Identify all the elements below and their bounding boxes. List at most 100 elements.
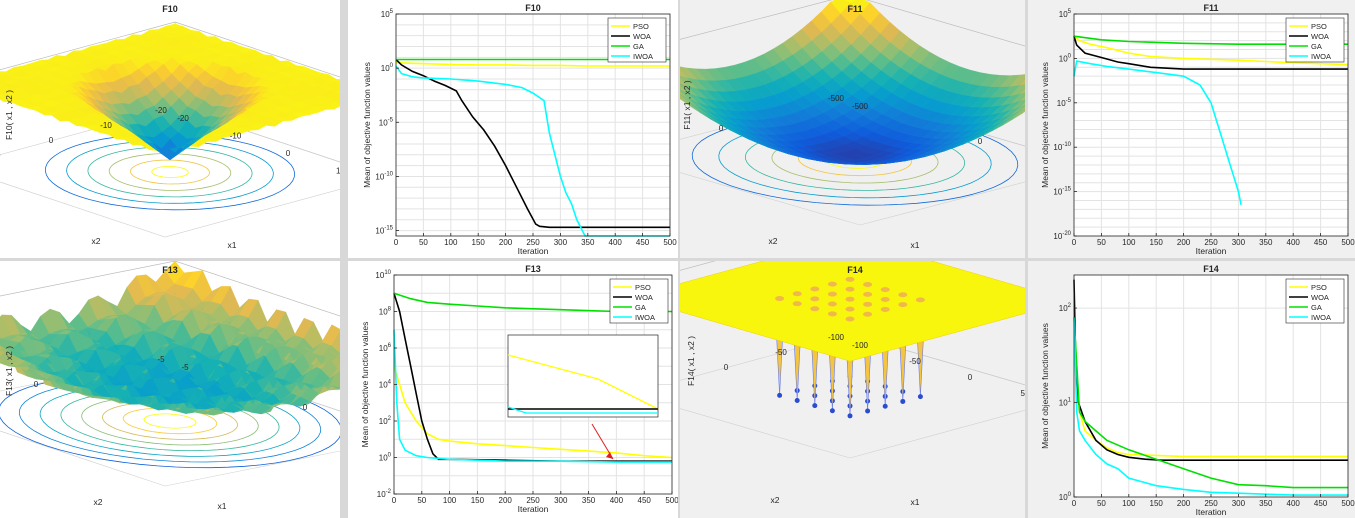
plateau-dimple (827, 311, 837, 317)
zoom-inset-pso-line (507, 354, 659, 410)
zoom-inset-iwoa-line (507, 406, 658, 414)
x-tick-label: 100 (444, 238, 458, 247)
surface-patch (334, 90, 340, 95)
f14-surface-chart: 100200300400-100-50050100-100-50050100F1… (680, 261, 1025, 507)
f14-convergence-chart: 0 50 100 150 200 250 300 350 400 450 500 102 101 100 F… (1040, 264, 1355, 517)
x-tick-label: 500 (663, 238, 677, 247)
y-tick-label: 102 (379, 416, 392, 426)
x-axis-label: Iteration (1196, 246, 1227, 256)
y-tick-label: 10-10 (1053, 142, 1071, 152)
plateau-dimple (827, 291, 837, 297)
plateau-dimple (845, 296, 855, 302)
series-line-pso (395, 61, 670, 67)
floor-contour-dot (812, 403, 818, 409)
plateau-dimple (775, 296, 785, 302)
y-tick-label: 0 (34, 380, 39, 389)
y-tick-label: 108 (379, 307, 392, 317)
x-axis-label: x1 (228, 240, 237, 250)
legend-label-ga: GA (635, 303, 646, 312)
x-tick-label: 150 (471, 496, 485, 505)
f13-convergence-chart: 0 50 100 150 200 250 300 350 400 450 500 1010 108 106… (360, 264, 678, 514)
chart-title: F10 (162, 4, 178, 14)
x-tick-label: 100 (1122, 238, 1136, 247)
plateau-dimple (863, 291, 873, 297)
plateau-dimple (898, 292, 908, 298)
y-tick-label: -50 (775, 348, 787, 357)
x-tick-label: 100 (443, 496, 457, 505)
x-tick-label: 200 (1177, 499, 1191, 508)
floor-contour (122, 407, 218, 435)
surface-patch (334, 97, 340, 102)
y-axis-label: Mean of objective function values (360, 322, 370, 448)
floor-outline (680, 333, 1025, 459)
f13-surface-chart: 24681012-505-505F13x1x2F13( x1 , x2 ) (0, 261, 340, 511)
floor-contour (151, 166, 189, 178)
floor-contour (87, 146, 253, 198)
y-tick-label: 105 (381, 9, 394, 19)
x-tick-label: 200 (1177, 238, 1191, 247)
z-axis-label: F13( x1 , x2 ) (4, 346, 14, 396)
plateau-dimple (880, 306, 890, 312)
surface-patch (338, 384, 340, 388)
f10-surface-chart: 5101520-20-1001020-20-1001020F10x1x2F10(… (0, 4, 340, 250)
chart-title: F13 (162, 265, 178, 275)
y-tick-label: 100 (379, 453, 392, 463)
x-tick-label: 400 (1287, 238, 1301, 247)
surface-patch (1021, 96, 1025, 101)
floor-contour-dot (777, 392, 783, 398)
surface-patch (335, 88, 340, 91)
legend-label-pso: PSO (1311, 22, 1327, 31)
series-line-pso (1073, 35, 1349, 66)
surface-mesh (0, 23, 340, 161)
y-tick-label: -100 (828, 333, 845, 342)
x-tick-label: 100 (1122, 499, 1136, 508)
x-tick-label: -5 (181, 363, 189, 372)
legend-label-woa: WOA (635, 293, 653, 302)
x-tick-label: 300 (1232, 238, 1246, 247)
y-axis-label: x2 (94, 497, 103, 507)
floor-contour (102, 402, 238, 440)
y-tick-label: 105 (1059, 9, 1072, 19)
y-tick-label: 100 (381, 63, 394, 73)
series-line-ga (393, 292, 672, 313)
x-tick-label: 50 (1097, 499, 1106, 508)
floor-contour-dot (900, 398, 906, 404)
surface-patch (334, 101, 340, 104)
surface-patch (1021, 102, 1025, 107)
y-axis-label: x2 (771, 495, 780, 505)
x-tick-label: 50 (1097, 238, 1106, 247)
plateau-dimple (863, 301, 873, 307)
floor-contour-dot (882, 403, 888, 409)
series-line-iwoa (1073, 60, 1242, 206)
chart-title: F13 (525, 264, 541, 274)
x-axis-label: Iteration (518, 504, 549, 514)
y-axis-label: Mean of objective function values (362, 62, 372, 188)
y-tick-label: 106 (379, 343, 392, 353)
series-line-pso (393, 365, 673, 459)
x-axis-label: x1 (911, 240, 920, 250)
x-axis-label: Iteration (1196, 507, 1227, 517)
floor-outline (0, 106, 340, 238)
y-tick-label: 10-20 (1053, 231, 1071, 241)
floor-contour-dot (865, 408, 871, 414)
f11-surface-chart: 020406080100120-5000500-5000500F11x1x2F1… (680, 0, 1025, 250)
f11-surface-panel: 020406080100120-5000500-5000500F11x1x2F1… (680, 0, 1025, 258)
axes-back-edge (0, 261, 176, 297)
x-tick-label: 200 (499, 238, 513, 247)
legend-label-iwoa: IWOA (635, 313, 655, 322)
plateau-dimple (898, 302, 908, 308)
floor-contour (143, 413, 197, 429)
plateau-dimple (863, 311, 873, 317)
floor-contour (81, 396, 259, 446)
series-line-woa (395, 58, 670, 229)
x-tick-label: 150 (1150, 499, 1164, 508)
x-tick-label: -10 (230, 132, 242, 141)
x-tick-label: 350 (1259, 499, 1273, 508)
series-line-iwoa (1073, 317, 1348, 496)
surface-patch (338, 365, 340, 368)
x-tick-label: 300 (1232, 499, 1246, 508)
plateau-dimple (810, 296, 820, 302)
series-line-woa (1073, 35, 1348, 70)
plateau-dimple (827, 281, 837, 287)
legend-label-iwoa: IWOA (1311, 52, 1331, 61)
